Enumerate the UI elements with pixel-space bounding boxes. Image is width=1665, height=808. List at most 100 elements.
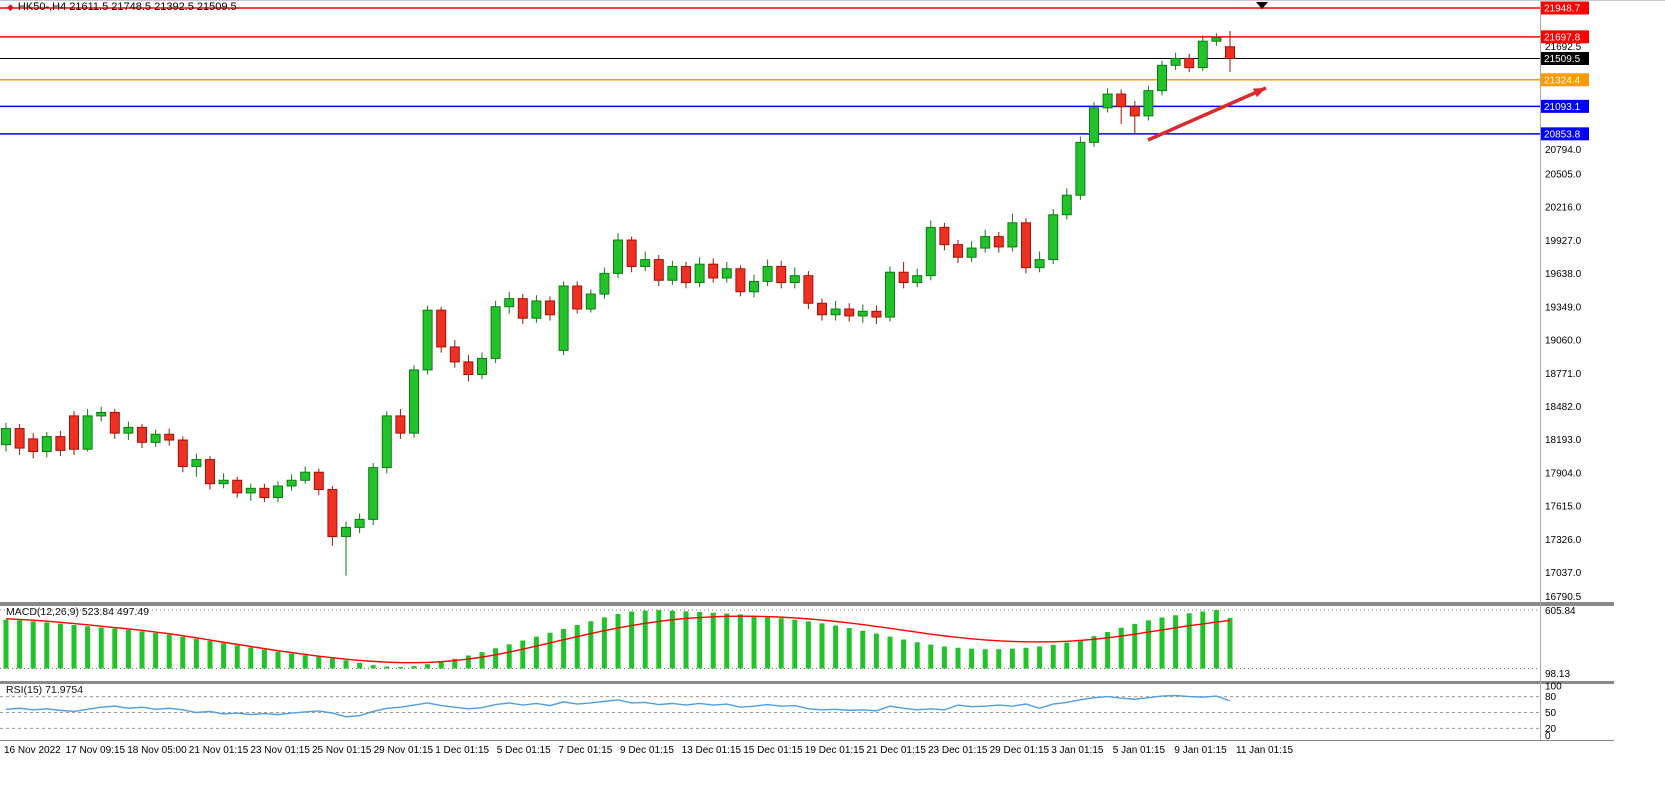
candle-body [667,265,678,281]
candle-body [1157,64,1167,92]
price-axis-label: 20216.0 [1545,203,1582,214]
candle-body [925,226,936,277]
candle-body [463,361,474,376]
price-tag [1541,73,1589,87]
price-tag [1541,127,1589,141]
candle-body [803,275,814,304]
rsi-panel[interactable] [0,684,1540,740]
time-axis-label: 16 Nov 2022 [4,745,61,756]
candle-body [871,310,882,318]
candle-body [137,426,147,443]
candle-body [1225,46,1235,59]
candle-body [993,236,1004,248]
candle-body [585,293,596,310]
price-tag-label: 21697.8 [1544,32,1581,43]
price-tag-label: 21948.7 [1544,4,1581,15]
time-axis-label: 9 Dec 01:15 [620,745,674,756]
candle-body [857,310,868,317]
symbol-logo-icon: ◆ [7,1,14,12]
candle-body [205,459,215,485]
rsi-line [5,694,1231,718]
candle-body [953,244,963,258]
candle-body [123,426,134,434]
time-axis-label: 23 Dec 01:15 [928,745,988,756]
price-tag-label: 21324.4 [1544,75,1581,86]
price-tag-label: 21509.5 [1544,54,1581,65]
candle-body [1007,222,1018,248]
main-chart-area[interactable] [0,0,1540,602]
candle-body [341,526,351,538]
panel-separator [0,602,1614,606]
candle-body [1089,107,1099,143]
time-axis-label: 13 Dec 01:15 [682,745,742,756]
candle-body [966,247,977,258]
symbol-ohlc-info: HK50-,H4 21611.5 21748.5 21392.5 21509.5 [17,1,237,13]
macd-panel[interactable] [0,606,1540,681]
candle-body [490,306,501,359]
time-axis[interactable] [0,741,1540,761]
macd-indicator-label: MACD(12,26,9) 523.84 497.49 [6,606,150,618]
candle-body [762,265,773,282]
candle-body [82,415,93,450]
price-axis-label: 18771.0 [1545,369,1582,380]
candle-body [681,265,691,284]
price-axis[interactable] [1540,0,1665,741]
trend-arrow-head [1253,88,1266,98]
time-axis-label: 1 Dec 01:15 [435,745,489,756]
candle-body [14,428,25,449]
candle-body [545,300,555,316]
candle-body [626,239,637,267]
candle-body [640,259,651,267]
candle-body [749,280,759,293]
price-axis-label: 17615.0 [1545,502,1582,513]
rsi-indicator-label: RSI(15) 71.9754 [6,684,84,696]
candle-body [830,308,841,316]
candle-body [694,263,705,284]
candle-body [96,411,107,417]
price-tag-label: 20853.8 [1544,129,1581,140]
price-axis-label: 17326.0 [1545,535,1582,546]
price-axis-label: 18193.0 [1545,435,1582,446]
time-axis-label: 11 Jan 01:15 [1236,745,1294,756]
price-axis-label: 16790.5 [1545,592,1582,603]
time-axis-label: 19 Dec 01:15 [805,745,865,756]
candle-body [422,309,433,371]
time-axis-label: 18 Nov 05:00 [127,745,187,756]
panel-separator [0,681,1614,684]
candle-body [1048,214,1059,261]
candle-body [1061,194,1072,216]
candle-body [41,436,52,453]
candle-body [613,239,623,274]
candle-body [558,285,569,351]
candle-body [354,518,365,528]
macd-scale-max-label: 605.84 [1545,606,1576,617]
time-axis-label: 3 Jan 01:15 [1051,745,1104,756]
candle-body [381,415,392,469]
candle-body [218,479,229,485]
candle-body [939,226,950,246]
candle-body [55,436,66,451]
candle-body [776,265,787,284]
time-axis-label: 29 Nov 01:15 [374,745,434,756]
price-axis-label: 17904.0 [1545,468,1582,479]
candle-body [28,438,39,453]
price-tag-label: 21093.1 [1544,102,1581,113]
candle-body [1021,222,1031,269]
candle-body [1211,37,1222,42]
shift-marker-icon [1256,2,1268,9]
candle-body [1129,106,1140,117]
price-axis-label: 20794.0 [1545,145,1582,156]
candle-body [313,471,324,490]
candle-body [980,236,991,249]
macd-signal-line [5,615,1231,664]
candle-body [449,346,460,363]
candle-body [436,309,447,348]
rsi-scale-label: 0 [1545,731,1551,742]
candle-body [817,302,827,316]
candle-body [531,300,542,319]
candle-body [898,271,909,284]
candle-body [599,272,610,295]
time-axis-label: 9 Jan 01:15 [1174,745,1227,756]
price-tag [1541,1,1589,15]
